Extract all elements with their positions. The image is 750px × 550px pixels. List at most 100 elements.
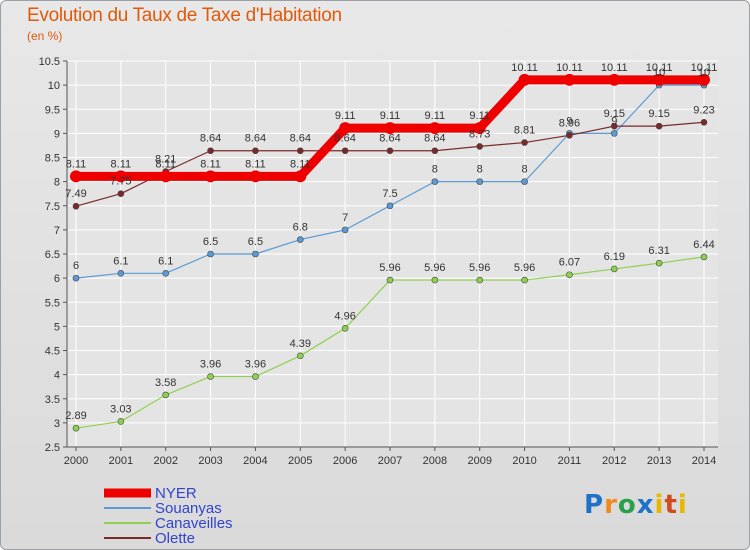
data-point [566, 271, 573, 279]
x-tick-label: 2010 [512, 455, 536, 467]
x-tick-label: 2003 [198, 455, 222, 467]
data-point [384, 122, 396, 135]
data-point [386, 202, 394, 210]
data-label: 8.64 [424, 133, 445, 145]
data-point [162, 391, 170, 399]
data-label: 9.11 [380, 110, 401, 122]
data-point [431, 147, 439, 155]
x-tick-label: 2011 [558, 455, 582, 467]
y-tick-label: 7 [54, 225, 60, 237]
y-tick-label: 6 [54, 273, 60, 285]
x-tick-label: 2006 [333, 455, 357, 467]
proxiti-logo: Proxiti [584, 490, 688, 520]
data-label: 9.15 [604, 108, 625, 120]
data-point [700, 253, 708, 261]
data-point [117, 269, 125, 277]
data-label: 6.1 [113, 255, 128, 267]
data-label: 5.96 [379, 262, 400, 274]
data-point [386, 276, 394, 284]
data-point [566, 132, 573, 139]
y-tick-label: 5 [54, 321, 60, 333]
data-point [296, 147, 304, 155]
data-label: 5.96 [424, 262, 445, 274]
data-label: 8.81 [514, 125, 535, 137]
data-label: 6.19 [604, 251, 625, 263]
y-tick-label: 4 [54, 370, 60, 382]
data-label: 8.11 [245, 158, 266, 170]
data-point [339, 122, 352, 135]
data-point [117, 418, 125, 425]
y-tick-label: 5.5 [45, 297, 60, 309]
data-label: 9.23 [693, 104, 714, 116]
data-point [655, 259, 663, 267]
data-point [341, 147, 349, 155]
data-label: 8.11 [155, 158, 176, 170]
data-label: 7.49 [65, 188, 86, 200]
data-point [698, 73, 710, 86]
data-point [341, 325, 349, 332]
data-label: 4.39 [290, 338, 311, 350]
data-label: 6.1 [158, 255, 173, 267]
y-tick-label: 6.5 [45, 249, 60, 261]
data-point [341, 226, 349, 234]
x-tick-label: 2002 [153, 455, 177, 467]
legend-label-nyer: NYER [155, 485, 197, 502]
data-point [473, 122, 486, 135]
data-label: 10 [653, 67, 665, 79]
y-tick-label: 8 [54, 177, 60, 189]
data-point [70, 170, 82, 183]
data-label: 9 [566, 115, 572, 127]
y-tick-label: 9 [54, 128, 60, 140]
data-label: 7 [342, 212, 348, 224]
x-tick-label: 2014 [692, 455, 716, 467]
data-label: 8.64 [290, 133, 311, 145]
data-label: 10.11 [556, 62, 583, 74]
data-point [476, 276, 484, 284]
data-label: 4.96 [334, 310, 355, 322]
data-label: 8.73 [469, 128, 490, 140]
chart-title: Evolution du Taux de Taxe d'Habitation [27, 5, 342, 26]
data-point [252, 250, 259, 258]
data-point [162, 269, 170, 277]
data-label: 7.5 [382, 188, 397, 200]
x-tick-label: 2012 [602, 455, 626, 467]
x-tick-label: 2013 [647, 455, 671, 467]
data-label: 3.96 [245, 359, 266, 371]
y-tick-label: 2.5 [45, 442, 60, 454]
data-label: 8 [522, 164, 528, 176]
data-point [207, 250, 214, 258]
data-point [294, 170, 307, 183]
data-point [207, 147, 214, 155]
data-label: 6.07 [559, 257, 580, 269]
data-point [117, 190, 125, 197]
data-point [521, 178, 528, 185]
data-point [207, 373, 214, 380]
x-tick-label: 2001 [109, 455, 133, 467]
y-tick-label: 3 [54, 418, 60, 430]
data-point [72, 274, 80, 282]
data-label: 5.96 [469, 262, 490, 274]
data-point [608, 73, 621, 86]
legend-label-olette: Olette [155, 530, 195, 547]
data-label: 8.11 [290, 158, 311, 170]
data-label: 10.11 [601, 62, 628, 74]
data-point [563, 73, 576, 86]
data-label: 10 [698, 67, 710, 79]
data-label: 6.8 [293, 222, 308, 234]
x-tick-label: 2005 [288, 455, 312, 467]
x-tick-label: 2000 [64, 455, 88, 467]
data-label: 3.96 [200, 359, 221, 371]
data-point [386, 147, 394, 155]
data-point [249, 170, 262, 183]
data-label: 8.96 [559, 117, 580, 129]
y-tick-label: 10 [48, 80, 60, 92]
data-point [610, 265, 618, 273]
y-tick-label: 4.5 [45, 346, 60, 358]
data-label: 6.5 [203, 236, 218, 248]
data-label: 3.58 [155, 377, 176, 389]
y-tick-label: 9.5 [45, 104, 60, 116]
data-label: 9.11 [425, 110, 446, 122]
data-label: 8.11 [111, 158, 132, 170]
data-label: 5.96 [514, 262, 535, 274]
